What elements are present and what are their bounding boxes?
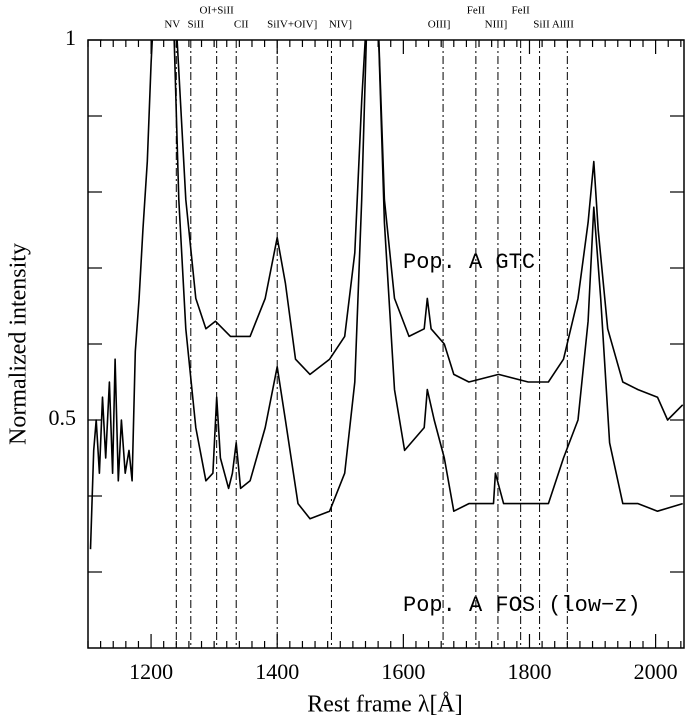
emission-line-label: SiII [188,19,205,31]
emission-line-label: NIV] [329,19,352,31]
emission-line-label: FeII [511,5,530,17]
y-tick-label: 1 [65,25,76,50]
spectrum-line [89,40,683,550]
x-tick-label: 1200 [129,659,173,684]
annotation: Pop. A GTC [403,250,535,275]
emission-line-label: OI+SiII [200,5,235,17]
annotation: Pop. A FOS (low−z) [403,593,641,618]
emission-line-label: NV [164,19,180,31]
emission-line-label: CII [234,19,249,31]
emission-line-label: SiII AlIII [533,19,574,31]
y-axis-label: Normalized intensity [6,243,32,445]
x-tick-label: 1400 [255,659,299,684]
spectrum-line [176,40,684,421]
x-tick-label: 1600 [381,659,425,684]
emission-line-label: OIII] [428,19,451,31]
plot-area [89,40,684,550]
emission-line-label: SiIV+OIV] [267,19,317,31]
emission-line-label: NIII] [485,19,508,31]
x-tick-label: 1800 [507,659,551,684]
y-tick-label: 0.5 [49,405,77,430]
x-tick-label: 2000 [634,659,678,684]
x-axis-label: Rest frame λ[Å] [307,692,463,718]
emission-line-label: FeII [467,5,486,17]
